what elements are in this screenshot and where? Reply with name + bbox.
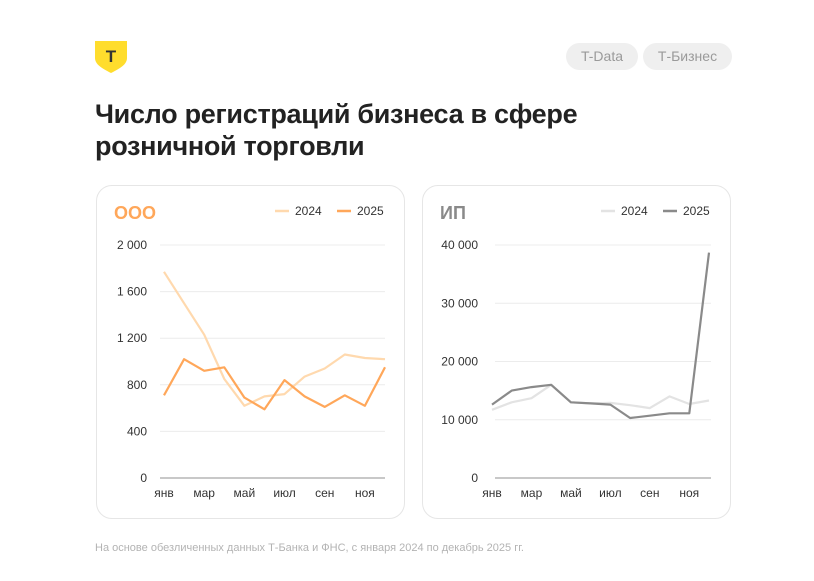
svg-text:Т: Т [106,47,117,66]
y-tick-label: 0 [140,471,147,485]
y-tick-label: 400 [127,424,147,438]
x-tick-label: сен [315,486,334,500]
chart-title: ООО [114,203,156,223]
x-tick-label: ноя [355,486,375,500]
legend-label-2024: 2024 [295,204,322,218]
series-line-2025 [163,358,386,411]
footer-note: На основе обезличенных данных Т-Банка и … [95,542,524,554]
y-tick-label: 10 000 [441,413,478,427]
y-tick-label: 1 200 [117,331,147,345]
t-bank-logo: Т [95,41,127,73]
y-tick-label: 20 000 [441,355,478,369]
chart-ooo: ООО 0 400 800 1 200 1 600 2 000 янв мар май июл сен… [114,203,386,500]
x-tick-label: май [234,486,256,500]
page-title: Число регистраций бизнеса в сфере розничн… [95,99,578,161]
x-tick-label: янв [154,486,174,500]
x-tick-label: мар [193,486,215,500]
x-tick-label: июл [273,486,295,500]
legend-label-2025: 2025 [683,204,710,218]
x-tick-label: сен [640,486,659,500]
y-tick-label: 30 000 [441,296,478,310]
tag-t-business[interactable]: Т-Бизнес [643,43,732,70]
chart-ip: ИП 0 10 000 20 000 30 000 40 000 янв мар май июл с… [440,203,711,500]
x-tick-label: июл [599,486,621,500]
x-tick-label: ноя [679,486,699,500]
chart-title: ИП [440,203,466,223]
x-tick-label: мар [521,486,543,500]
y-tick-label: 2 000 [117,238,147,252]
y-tick-label: 1 600 [117,285,147,299]
legend-label-2024: 2024 [621,204,648,218]
y-tick-label: 40 000 [441,238,478,252]
x-tick-label: янв [482,486,502,500]
tag-t-data[interactable]: T-Data [566,43,638,70]
x-tick-label: май [560,486,582,500]
y-tick-label: 0 [471,471,478,485]
legend-label-2025: 2025 [357,204,384,218]
series-line-2025 [491,252,711,420]
y-tick-label: 800 [127,378,147,392]
chart-card-ooo: ООО 0 400 800 1 200 1 600 2 000 янв мар май июл сен… [96,185,405,519]
chart-card-ip: ИП 0 10 000 20 000 30 000 40 000 янв мар май июл с… [422,185,731,519]
